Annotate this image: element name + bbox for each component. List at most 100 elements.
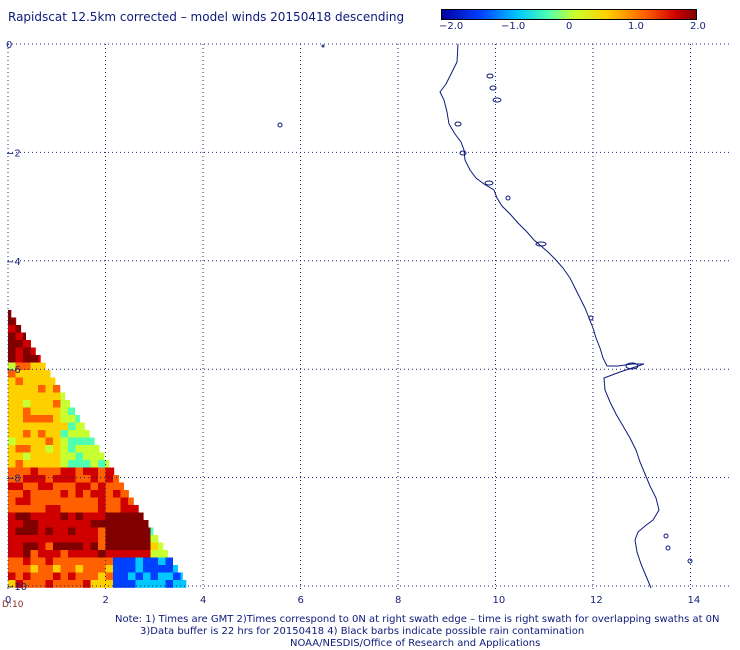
wind-cell: [38, 392, 46, 401]
wind-cell: [38, 452, 46, 461]
wind-cell: [105, 520, 114, 528]
wind-cell: [60, 505, 69, 513]
wind-cell: [165, 557, 173, 566]
wind-cell: [83, 512, 91, 521]
wind-cell: [15, 407, 24, 416]
wind-cell: [38, 430, 46, 438]
wind-cell: [128, 520, 136, 528]
wind-cell: [68, 550, 76, 558]
wind-cell: [75, 520, 84, 528]
wind-cell: [120, 565, 129, 573]
wind-cell: [83, 497, 91, 506]
wind-cell: [128, 565, 136, 573]
wind-cell: [45, 482, 54, 491]
wind-cell: [15, 512, 24, 521]
wind-cell: [60, 460, 69, 468]
wind-cell: [113, 572, 121, 581]
footnote-line: 3)Data buffer is 22 hrs for 20150418 4) …: [140, 626, 585, 637]
wind-cell: [53, 557, 61, 566]
wind-cell: [38, 362, 46, 371]
wind-cell: [45, 505, 54, 513]
wind-cell: [120, 482, 124, 491]
wind-cell: [53, 542, 61, 551]
wind-cell: [15, 527, 24, 536]
wind-cell: [23, 392, 31, 401]
island-outline: [505, 195, 511, 201]
island-outline: [486, 73, 494, 79]
wind-cell: [143, 535, 151, 543]
wind-cell: [30, 512, 39, 521]
y-tick-label: −6: [6, 365, 21, 376]
wind-cell: [128, 527, 136, 536]
wind-cell: [180, 572, 183, 581]
wind-cell: [15, 317, 17, 326]
wind-cell: [173, 580, 181, 588]
time-label: D:10: [2, 600, 24, 610]
wind-cell: [128, 550, 136, 558]
wind-cell: [98, 475, 106, 483]
wind-cell: [30, 370, 39, 378]
wind-cell: [45, 512, 54, 521]
x-tick-label: 10: [493, 595, 506, 606]
wind-cell: [38, 490, 46, 498]
wind-cell: [53, 505, 61, 513]
wind-cell: [38, 542, 46, 551]
wind-cell: [98, 497, 106, 506]
x-tick-label: 0: [5, 595, 11, 606]
wind-cell: [150, 535, 159, 543]
wind-cell: [90, 580, 99, 588]
wind-cell: [68, 407, 75, 416]
wind-cell: [113, 565, 121, 573]
wind-cell: [143, 527, 151, 536]
y-tick-label: −4: [6, 257, 21, 268]
footnote-line: Note: 1) Times are GMT 2)Times correspon…: [115, 614, 720, 625]
wind-cell: [83, 430, 90, 438]
wind-cell: [23, 580, 31, 588]
wind-cell: [75, 437, 84, 446]
wind-cell: [68, 580, 76, 588]
wind-cell: [8, 535, 16, 543]
wind-cell: [45, 580, 54, 588]
wind-cell: [8, 430, 16, 438]
wind-cell: [158, 550, 166, 558]
wind-cell: [75, 550, 84, 558]
wind-cell: [53, 430, 61, 438]
y-tick-label: −10: [6, 582, 27, 593]
wind-cell: [30, 452, 39, 461]
wind-cell: [15, 557, 24, 566]
wind-cell: [15, 362, 24, 371]
wind-cell: [83, 422, 85, 431]
wind-cell: [53, 452, 61, 461]
wind-cell: [150, 557, 159, 566]
wind-cell: [15, 467, 24, 476]
wind-cell: [105, 475, 114, 483]
wind-cell: [60, 430, 69, 438]
wind-cell: [128, 490, 129, 498]
wind-cell: [30, 475, 39, 483]
wind-cell: [38, 527, 46, 536]
wind-cell: [38, 475, 46, 483]
wind-cell: [15, 430, 24, 438]
island-outline: [321, 44, 325, 48]
wind-cell: [15, 520, 24, 528]
wind-cell: [98, 542, 106, 551]
colorbar-tick-label: 2.0: [690, 21, 706, 32]
wind-cell: [53, 392, 61, 401]
wind-cell: [113, 550, 121, 558]
wind-cell: [120, 580, 129, 588]
wind-cell: [15, 505, 24, 513]
wind-cell: [83, 467, 91, 476]
colorbar-tick-label: 0: [566, 21, 573, 32]
wind-cell: [150, 580, 159, 588]
wind-cell: [113, 535, 121, 543]
wind-cell: [120, 557, 129, 566]
wind-cell: [15, 332, 24, 341]
wind-cell: [30, 482, 39, 491]
wind-cell: [135, 557, 144, 566]
wind-cell: [53, 580, 61, 588]
wind-cell: [30, 415, 39, 423]
wind-cell: [53, 407, 61, 416]
wind-cell: [60, 437, 69, 446]
wind-cell: [60, 392, 66, 401]
wind-cell: [135, 512, 144, 521]
